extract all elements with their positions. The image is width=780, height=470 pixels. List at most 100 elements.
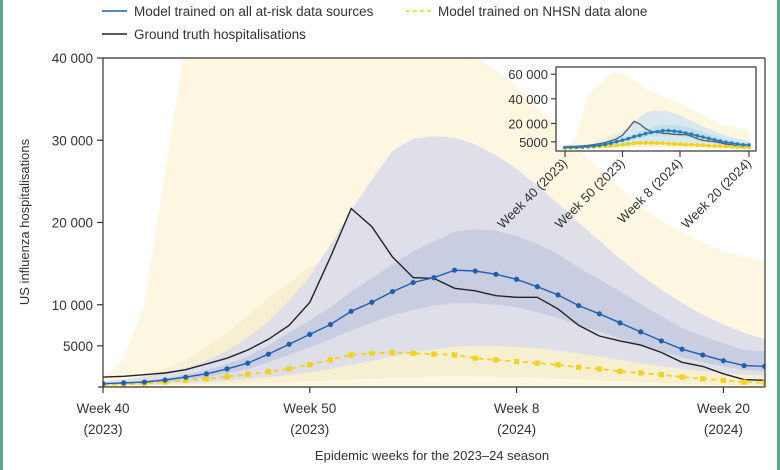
inset-point-all-sources: [637, 133, 642, 138]
inset-y-tick-label: 20 000: [508, 116, 548, 131]
inset-point-all-sources: [672, 129, 677, 133]
band-3: [103, 229, 765, 385]
point-nhsn: [307, 362, 313, 368]
point-all-sources: [369, 299, 375, 305]
x-tick-label-year: (2024): [497, 422, 536, 437]
point-all-sources: [307, 331, 313, 337]
point-all-sources: [121, 380, 127, 386]
inset-point-all-sources: [563, 145, 567, 150]
point-all-sources: [596, 311, 602, 317]
point-all-sources: [762, 363, 765, 370]
point-nhsn: [224, 374, 230, 380]
x-tick-label-week: Week 20: [697, 401, 750, 416]
point-all-sources: [514, 276, 520, 282]
point-all-sources: [555, 292, 561, 298]
y-tick-label: 10 000: [52, 298, 93, 313]
point-nhsn: [555, 362, 561, 368]
point-nhsn: [617, 368, 623, 374]
legend-label-nhsn: Model trained on NHSN data alone: [438, 4, 647, 19]
point-nhsn: [327, 357, 334, 363]
point-all-sources: [183, 374, 189, 380]
inset-point-nhsn: [614, 143, 619, 148]
inset-point-nhsn: [626, 142, 631, 146]
inset-point-nhsn: [666, 141, 671, 146]
x-tick-label-week: Week 40: [76, 401, 129, 416]
point-nhsn: [596, 366, 602, 372]
inset-point-all-sources: [718, 139, 723, 143]
inset-point-nhsn: [678, 142, 682, 146]
figure-border-right: [777, 0, 780, 470]
inset-point-all-sources: [586, 144, 590, 149]
y-tick-label: 30 000: [52, 133, 93, 148]
x-axis-title: Epidemic weeks for the 2023–24 season: [315, 448, 549, 463]
point-nhsn: [762, 380, 765, 386]
inset-point-all-sources: [695, 134, 700, 138]
x-axis-ticks: Week 40 (2023) Week 50 (2023) Week 8 (2024) We…: [76, 387, 750, 437]
inset-point-all-sources: [741, 143, 746, 147]
point-all-sources: [576, 302, 582, 309]
point-all-sources: [162, 377, 168, 383]
inset-point-all-sources: [591, 144, 596, 148]
point-all-sources: [700, 352, 706, 358]
point-all-sources: [286, 341, 292, 347]
point-nhsn: [203, 376, 209, 382]
inset-point-all-sources: [683, 131, 688, 135]
inset-point-nhsn: [632, 141, 636, 146]
point-all-sources: [617, 320, 623, 326]
point-nhsn: [472, 355, 478, 361]
figure-border-left: [0, 0, 3, 470]
inset-point-nhsn: [701, 143, 705, 148]
inset-point-all-sources: [655, 129, 659, 134]
axes: [98, 57, 766, 388]
inset-point-all-sources: [620, 138, 625, 142]
inset-point-nhsn: [712, 144, 717, 148]
point-nhsn: [576, 364, 582, 370]
point-all-sources: [658, 338, 664, 344]
inset-point-all-sources: [666, 128, 671, 133]
point-nhsn: [245, 371, 251, 377]
point-all-sources: [638, 329, 644, 335]
point-all-sources: [741, 363, 747, 369]
point-nhsn: [741, 379, 747, 385]
inset-point-nhsn: [655, 141, 659, 145]
inset-y-ticks: 5000 20 000 40 000 60 000: [508, 67, 556, 150]
inset-point-nhsn: [649, 141, 654, 145]
inset-point-nhsn: [718, 144, 723, 148]
point-nhsn: [183, 377, 189, 384]
inset-point-nhsn: [683, 142, 688, 147]
inset-point-nhsn: [660, 141, 665, 146]
point-nhsn: [389, 349, 396, 356]
inset-point-nhsn: [689, 142, 694, 147]
inset-point-nhsn: [735, 145, 740, 149]
inset-point-nhsn: [741, 145, 746, 150]
point-all-sources: [472, 268, 478, 274]
inset-point-nhsn: [643, 141, 648, 145]
point-all-sources: [389, 288, 396, 295]
point-nhsn: [348, 352, 354, 358]
inset-point-nhsn: [620, 142, 625, 147]
inset-point-nhsn: [729, 144, 734, 149]
point-nhsn: [638, 370, 644, 376]
inset-point-nhsn: [706, 143, 711, 148]
point-all-sources: [534, 284, 540, 290]
legend-label-ground-truth: Ground truth hospitalisations: [134, 27, 306, 42]
inset-point-all-sources: [735, 142, 740, 146]
point-all-sources: [451, 267, 458, 273]
point-nhsn: [369, 350, 375, 356]
x-tick-label-year: (2023): [83, 422, 122, 437]
inset-point-all-sources: [689, 132, 694, 137]
inset-point-nhsn: [724, 144, 728, 149]
point-nhsn: [534, 360, 540, 366]
y-tick-label: 40 000: [52, 51, 93, 66]
x-tick-label-year: (2023): [290, 422, 329, 437]
inset-point-all-sources: [603, 142, 608, 147]
y-axis-title: US influenza hospitalisations: [17, 138, 32, 305]
point-nhsn: [700, 376, 706, 382]
point-nhsn: [658, 372, 664, 378]
point-nhsn: [514, 358, 520, 365]
inset-point-all-sources: [724, 140, 728, 145]
inset-point-nhsn: [609, 143, 613, 148]
inset-point-nhsn: [747, 145, 751, 150]
inset-point-all-sources: [597, 143, 602, 148]
